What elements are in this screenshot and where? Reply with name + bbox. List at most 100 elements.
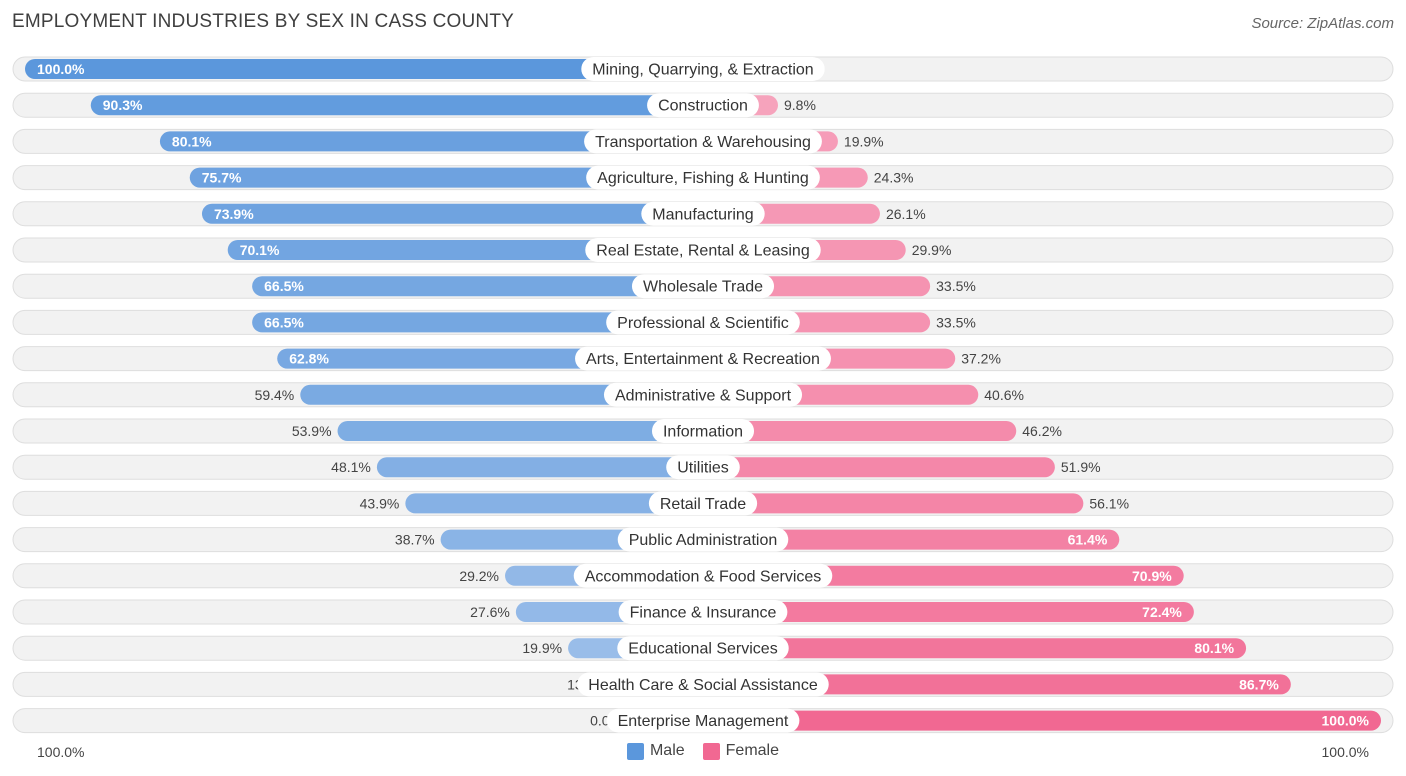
category-label-background <box>577 672 829 697</box>
value-label-female: 29.9% <box>912 242 952 258</box>
bar-male <box>405 493 703 514</box>
bar-male <box>25 59 703 79</box>
value-label-male: 100.0% <box>37 61 85 77</box>
value-label-male: 66.5% <box>264 278 304 294</box>
value-label-male: 43.9% <box>360 495 400 511</box>
category-label: Mining, Quarrying, & Extraction <box>592 62 813 79</box>
category-label-background <box>617 636 789 661</box>
value-label-female: 70.9% <box>1132 568 1172 584</box>
value-label-male: 75.7% <box>202 170 242 186</box>
chart-row: 70.1% 29.9% Real Estate, Rental & Leasing <box>12 237 1394 263</box>
category-label: Transportation & Warehousing <box>595 134 811 151</box>
chart-row: 0.0% 100.0%Enterprise Management <box>12 708 1394 734</box>
chart-row: 66.5% 33.5% Professional & Scientific <box>12 309 1394 335</box>
category-label: Educational Services <box>628 641 777 658</box>
value-label-female: 61.4% <box>1068 532 1108 548</box>
chart-row: 38.7% 61.4% Public Administration <box>12 527 1394 553</box>
value-label-male: 66.5% <box>264 314 304 330</box>
legend-swatch-female <box>702 742 720 760</box>
category-label: Professional & Scientific <box>617 315 789 332</box>
chart-row: 75.7% 24.3% Agriculture, Fishing & Hunting <box>12 165 1394 191</box>
value-label-male: 19.9% <box>522 640 562 656</box>
chart-row: 27.6% 72.4% Finance & Insurance <box>12 599 1394 625</box>
chart-row: 19.9% 80.1% Educational Services <box>12 635 1394 661</box>
category-label-background <box>666 455 740 480</box>
category-label-background <box>586 165 820 190</box>
chart-row: 59.4% 40.6% Administrative & Support <box>12 382 1394 408</box>
chart-row: 73.9% 26.1% Manufacturing <box>12 201 1394 227</box>
source-label: Source: ZipAtlas.com <box>1251 15 1394 32</box>
chart-row: 80.1% 19.9% Transportation & Warehousing <box>12 128 1394 154</box>
bar-male <box>227 240 704 260</box>
bar-male <box>189 167 703 188</box>
category-label: Utilities <box>677 460 729 477</box>
category-label-background <box>618 600 788 624</box>
bar-male <box>252 312 703 333</box>
category-label: Real Estate, Rental & Leasing <box>596 243 809 260</box>
chart-row: 66.5% 33.5% Wholesale Trade <box>12 273 1394 299</box>
category-label-background <box>606 310 800 335</box>
value-label-female: 72.4% <box>1142 604 1182 620</box>
legend-item-female: Female <box>702 742 780 760</box>
category-label-background <box>617 527 789 552</box>
axis-right-label: 100.0% <box>1321 744 1369 760</box>
chart-row: 62.8% 37.2% Arts, Entertainment & Recreati… <box>12 346 1394 372</box>
category-label-background <box>641 201 765 226</box>
value-label-male: 70.1% <box>240 242 280 258</box>
bar-female <box>703 421 1017 441</box>
bar-female <box>703 674 1291 695</box>
value-label-female: 33.5% <box>936 278 976 294</box>
legend-label-male: Male <box>649 742 685 759</box>
value-label-male: 48.1% <box>331 459 371 475</box>
category-label: Accommodation & Food Services <box>585 568 822 585</box>
category-label: Finance & Insurance <box>630 605 777 622</box>
value-label-male: 62.8% <box>289 351 329 367</box>
value-label-female: 33.5% <box>936 314 976 330</box>
category-label-background <box>575 346 831 371</box>
bar-male <box>376 457 703 478</box>
bar-female <box>703 529 1120 550</box>
category-label-background <box>581 57 825 81</box>
category-label-background <box>651 419 755 443</box>
chart-row: 29.2% 70.9% Accommodation & Food Services <box>12 563 1394 589</box>
bar-male <box>159 131 703 152</box>
value-label-female: 24.3% <box>874 170 914 186</box>
value-label-male: 59.4% <box>255 387 295 403</box>
category-label: Manufacturing <box>652 206 753 223</box>
bar-male <box>252 276 703 297</box>
category-label-background <box>603 382 803 407</box>
legend: Male Female <box>0 742 1406 760</box>
value-label-female: 86.7% <box>1239 676 1279 692</box>
chart-row: 43.9% 56.1% Retail Trade <box>12 490 1394 516</box>
category-label-background <box>631 274 775 299</box>
category-label: Arts, Entertainment & Recreation <box>586 351 820 368</box>
value-label-male: 80.1% <box>172 133 212 149</box>
value-label-male: 27.6% <box>470 604 510 620</box>
category-label: Administrative & Support <box>615 387 792 404</box>
category-label: Public Administration <box>629 532 778 549</box>
category-label-background <box>584 129 822 154</box>
category-label-background <box>606 708 800 733</box>
chart-title: EMPLOYMENT INDUSTRIES BY SEX IN CASS COU… <box>12 11 514 32</box>
bar-female <box>703 602 1194 622</box>
category-label: Enterprise Management <box>618 713 789 730</box>
value-label-male: 38.7% <box>395 532 435 548</box>
legend-label-female: Female <box>725 742 780 759</box>
bar-female <box>703 457 1055 478</box>
value-label-female: 37.2% <box>961 351 1001 367</box>
chart-row: 100.0%0.0%Mining, Quarrying, & Extractio… <box>12 56 1394 82</box>
bar-male <box>300 384 703 405</box>
category-label-background <box>647 93 759 118</box>
category-label-background <box>573 563 833 588</box>
value-label-male: 29.2% <box>459 568 499 584</box>
value-label-female: 51.9% <box>1061 459 1101 475</box>
value-label-female: 19.9% <box>844 133 884 149</box>
bar-female <box>703 710 1381 731</box>
value-label-female: 100.0% <box>1322 713 1370 729</box>
value-label-female: 40.6% <box>984 387 1024 403</box>
category-label: Retail Trade <box>660 496 746 513</box>
category-label: Health Care & Social Assistance <box>588 677 818 694</box>
value-label-female: 9.8% <box>784 97 816 113</box>
bar-female <box>703 493 1084 514</box>
